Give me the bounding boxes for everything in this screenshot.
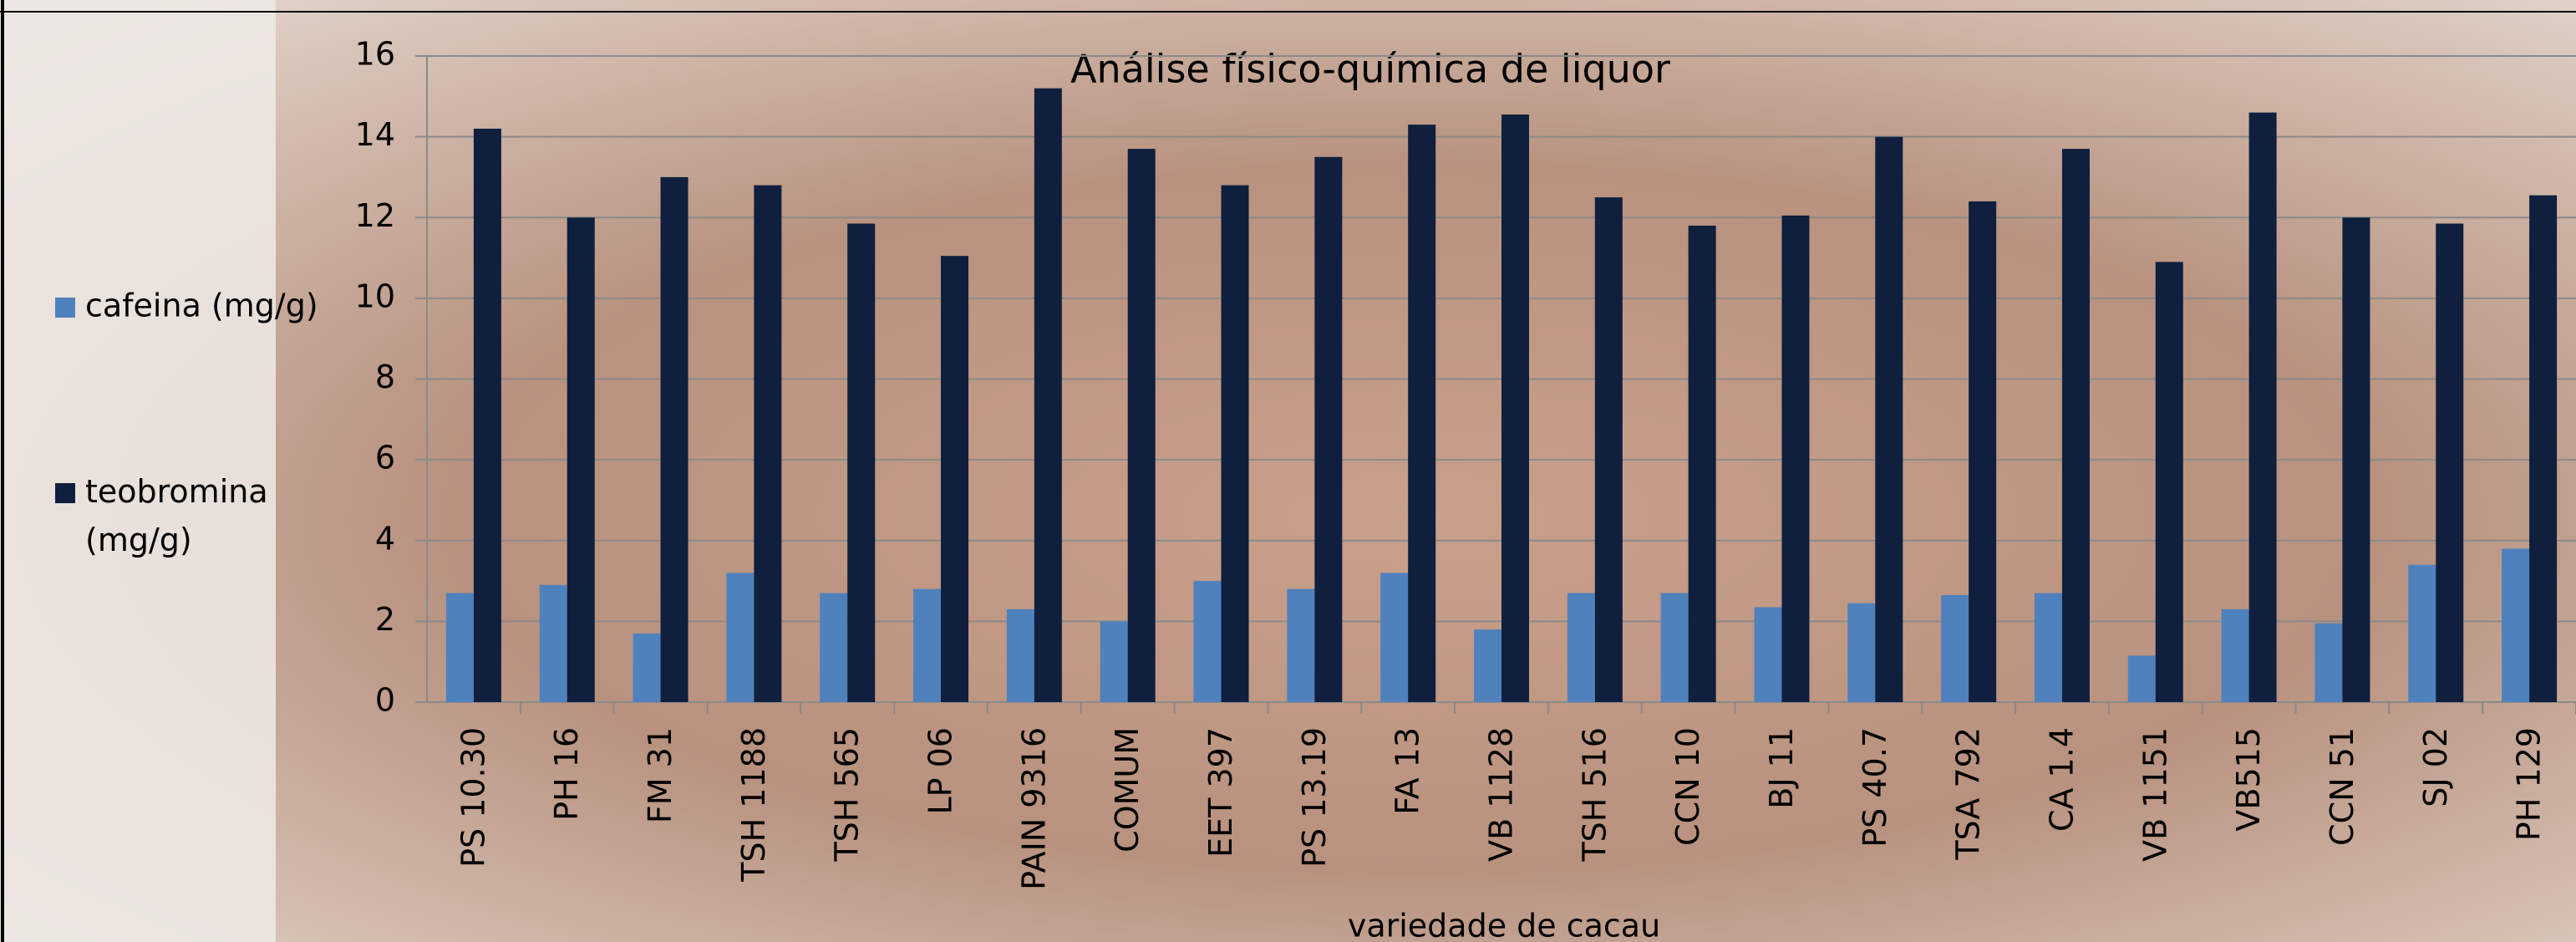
x-tick-label: BJ 11 — [1763, 727, 1800, 809]
bar — [1847, 603, 1875, 702]
y-tick-label: 16 — [355, 36, 395, 73]
x-tick-label: TSA 792 — [1950, 727, 1987, 861]
x-tick-label: PS 13.19 — [1296, 727, 1333, 868]
bar — [661, 177, 688, 702]
bar — [2342, 217, 2370, 702]
x-tick-label: PH 129 — [2511, 727, 2548, 841]
bar — [1501, 115, 1529, 702]
bar — [1875, 137, 1903, 702]
y-tick-label: 4 — [375, 520, 395, 557]
x-tick-label: COMUM — [1109, 727, 1146, 853]
bar — [726, 573, 754, 702]
chart-title: Análise físico-química de liquor — [1070, 47, 1670, 92]
y-tick-label: 10 — [355, 278, 395, 314]
y-tick-label: 6 — [375, 440, 395, 476]
bar — [2156, 262, 2183, 702]
bar — [1380, 573, 1408, 702]
x-tick-label: PS 40.7 — [1857, 727, 1893, 848]
bar — [2436, 223, 2463, 702]
bar — [1314, 157, 1342, 702]
x-tick-label: VB515 — [2230, 727, 2267, 832]
y-tick-label: 12 — [355, 197, 395, 234]
bar — [1941, 595, 1969, 702]
bar — [2314, 624, 2342, 702]
x-tick-label: SJ 02 — [2417, 727, 2454, 807]
legend-swatch — [55, 483, 75, 503]
bar — [1567, 593, 1595, 702]
x-tick-label: LP 06 — [922, 727, 959, 815]
x-tick-label: TSH 565 — [829, 727, 866, 863]
bar — [2529, 196, 2557, 702]
bar — [1781, 216, 1809, 702]
bar — [913, 589, 941, 702]
bar — [1222, 186, 1249, 702]
x-tick-label: FM 31 — [642, 727, 678, 823]
legend-swatch — [55, 298, 75, 318]
bar — [1754, 607, 1781, 702]
bar — [1194, 581, 1222, 702]
bar — [2408, 565, 2436, 702]
bar — [754, 186, 781, 702]
x-tick-label: PS 10.30 — [455, 727, 491, 868]
x-tick-label: CA 1.4 — [2043, 727, 2080, 832]
bar — [1689, 226, 1716, 702]
bar — [820, 593, 847, 702]
bar — [474, 129, 501, 702]
bar — [1661, 593, 1689, 702]
x-tick-label: CCN 10 — [1669, 727, 1706, 846]
bar — [847, 223, 875, 702]
bar — [1128, 149, 1156, 702]
bar — [2502, 548, 2529, 702]
x-tick-label: EET 397 — [1202, 727, 1239, 858]
bar — [1474, 629, 1501, 702]
bar — [1408, 125, 1435, 702]
y-tick-label: 8 — [375, 359, 395, 395]
y-tick-label: 2 — [375, 601, 395, 638]
bar — [1007, 609, 1034, 702]
x-tick-label: VB 1151 — [2137, 727, 2173, 862]
bar — [1034, 89, 1062, 702]
bar — [540, 585, 567, 702]
bar — [2035, 593, 2062, 702]
bar — [1100, 621, 1128, 702]
bar — [633, 634, 661, 702]
bar — [941, 256, 968, 702]
bar — [2128, 655, 2156, 702]
x-tick-label: VB 1128 — [1483, 727, 1520, 862]
x-tick-label: FA 13 — [1390, 727, 1426, 815]
y-tick-label: 0 — [375, 682, 395, 719]
legend-label: cafeina (mg/g) — [85, 288, 318, 324]
x-axis-title: variedade de cacau — [1348, 908, 1660, 942]
bar — [1969, 201, 1996, 702]
x-tick-label: PAIN 9316 — [1015, 727, 1052, 890]
bar — [1287, 589, 1314, 702]
bar — [446, 593, 474, 702]
legend-panel — [0, 0, 276, 942]
x-tick-label: TSH 1188 — [735, 727, 772, 883]
bar — [2249, 113, 2277, 702]
bar — [2062, 149, 2090, 702]
chart: Análise físico-química de liquor varieda… — [0, 0, 2576, 942]
bar — [567, 217, 595, 702]
bar — [2222, 609, 2249, 702]
x-tick-label: PH 16 — [548, 727, 585, 821]
x-tick-label: CCN 51 — [2324, 727, 2360, 846]
y-tick-label: 14 — [355, 116, 395, 153]
x-tick-label: TSH 516 — [1576, 727, 1613, 863]
bar — [1595, 197, 1623, 702]
